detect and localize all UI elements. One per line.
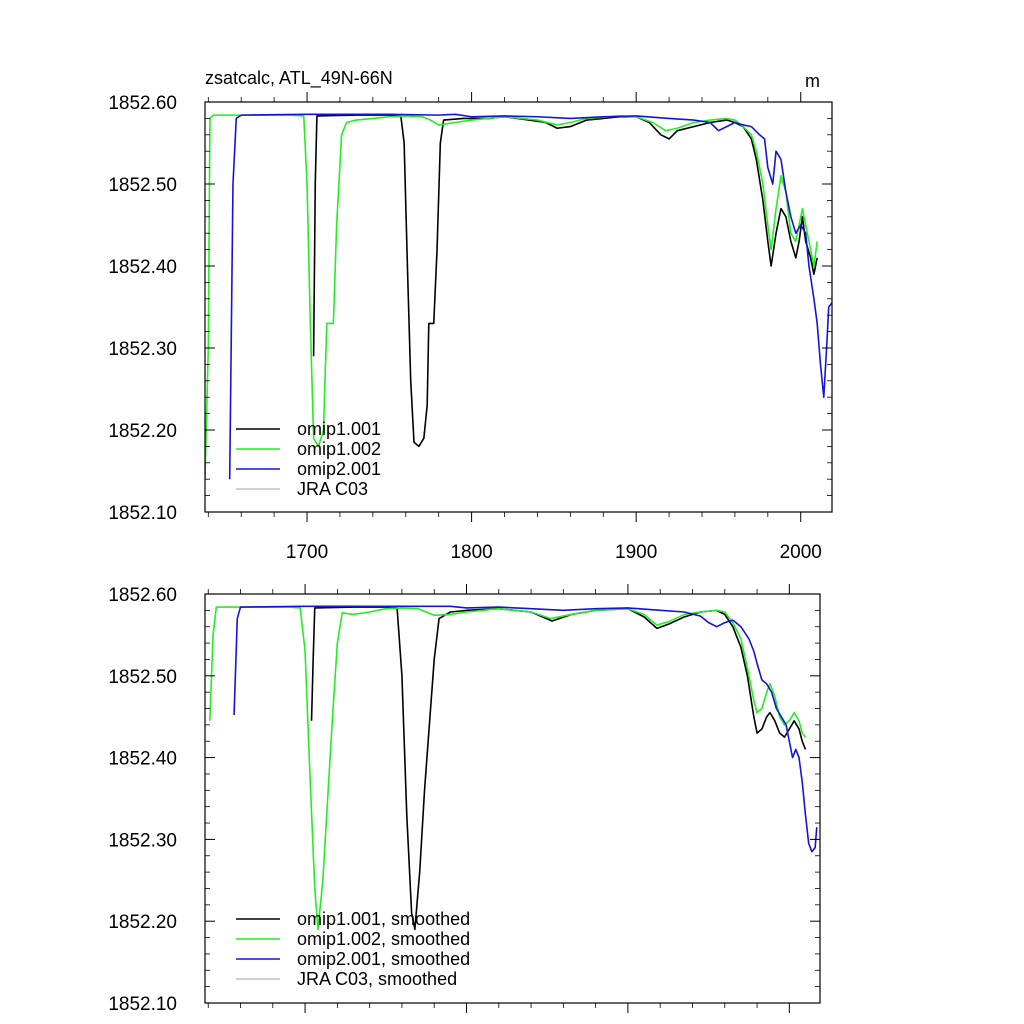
bottom-panel-legend-label-4: JRA C03, smoothed: [297, 969, 457, 989]
top-panel-series-line-1: [312, 114, 818, 448]
bottom-panel-y-tick-label: 1852.60: [108, 585, 177, 606]
bottom-panel-frame: [204, 593, 821, 1004]
top-panel: zsatcalc, ATL_49N-66N m 1852.101852.2018…: [108, 68, 833, 563]
top-panel-y-tick-label: 1852.30: [108, 339, 177, 360]
bottom-panel-y-tick-label: 1852.10: [108, 994, 177, 1015]
bottom-panel-y-tick-label: 1852.20: [108, 912, 177, 933]
top-panel-y-tick-label: 1852.50: [108, 175, 177, 196]
top-panel-series-group: [205, 113, 832, 480]
bottom-panel-legend-label-2: omip1.002, smoothed: [297, 929, 470, 949]
bottom-panel: 1852.10 1852.20 1852.30 1852.40 1852.50 1852.…: [108, 584, 821, 1015]
top-panel-y-tick-label: 1852.60: [108, 93, 177, 114]
top-panel-title: zsatcalc, ATL_49N-66N: [205, 68, 393, 89]
bottom-panel-y-tick-label: 1852.50: [108, 667, 177, 688]
bottom-panel-y-tick-label: 1852.40: [108, 749, 177, 770]
bottom-panel-legend-label-1: omip1.001, smoothed: [297, 909, 470, 929]
top-panel-x-tick-label: 1800: [450, 542, 492, 563]
bottom-panel-plot-area: 1852.10 1852.20 1852.30 1852.40 1852.50 1852.…: [108, 584, 821, 1015]
top-panel-unit-label: m: [805, 71, 820, 91]
top-panel-x-tick-label: 1900: [615, 542, 657, 563]
bottom-panel-series-line-1: [310, 606, 807, 931]
top-panel-series-line-3: [228, 113, 832, 480]
top-panel-legend-label-4: JRA C03: [297, 479, 368, 499]
bottom-panel-y-tick-label: 1852.30: [108, 830, 177, 851]
bottom-panel-series-group: [209, 605, 818, 931]
top-panel-x-tick-label: 1700: [286, 542, 328, 563]
top-panel-y-tick-label: 1852.20: [108, 421, 177, 442]
top-panel-legend-label-3: omip2.001: [297, 459, 381, 479]
top-panel-y-tick-label: 1852.10: [108, 503, 177, 524]
top-panel-frame: [204, 101, 833, 513]
top-panel-y-tick-label: 1852.40: [108, 257, 177, 278]
top-panel-series-line-2: [205, 114, 818, 480]
top-panel-plot-area: 1852.10 1852.20 1852.30 1852.40 1852.50 1852.…: [108, 92, 833, 563]
top-panel-legend-label-2: omip1.002: [297, 439, 381, 459]
top-panel-legend-label-1: omip1.001: [297, 419, 381, 439]
bottom-panel-series-line-3: [233, 605, 818, 853]
top-panel-x-tick-label: 2000: [780, 542, 822, 563]
bottom-panel-legend-label-3: omip2.001, smoothed: [297, 949, 470, 969]
